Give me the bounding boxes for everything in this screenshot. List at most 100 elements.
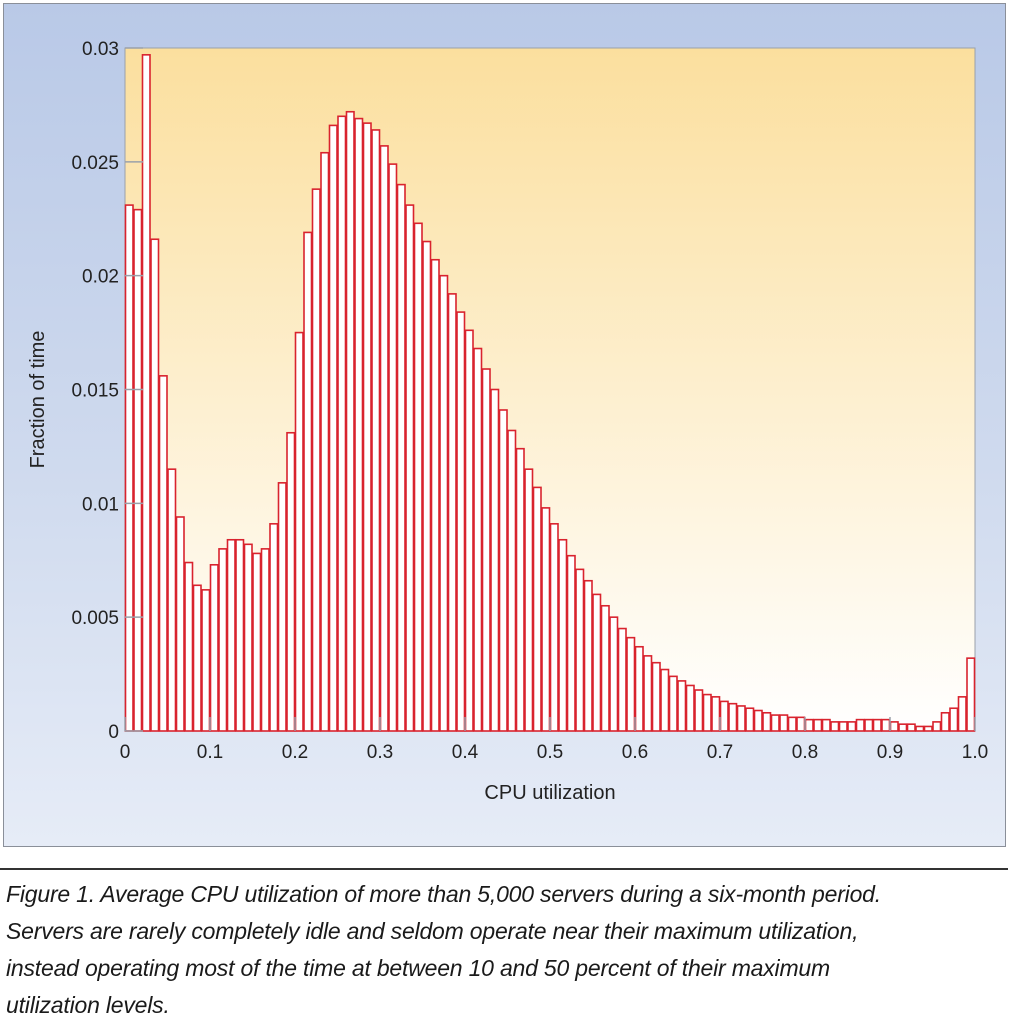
histogram-bar <box>243 543 253 732</box>
histogram-bar <box>481 368 491 732</box>
histogram-bar <box>694 689 704 732</box>
histogram-bar <box>150 238 160 732</box>
figure-caption: Figure 1. Average CPU utilization of mor… <box>6 876 1001 1024</box>
histogram-chart: 0 0.005 0.01 0.015 0.02 0.025 0.03 0 0.1 0.2 0.3 0.… <box>27 39 988 804</box>
x-tick-label: 0.6 <box>622 742 648 763</box>
histogram-bar <box>549 523 559 732</box>
histogram-bar <box>515 447 525 732</box>
histogram-bar <box>592 593 602 732</box>
histogram-bar <box>294 331 304 732</box>
histogram-bar <box>898 723 908 732</box>
histogram-bar <box>855 718 865 732</box>
histogram-bar <box>847 721 857 732</box>
histogram-bar <box>456 311 466 732</box>
histogram-bar <box>158 375 168 732</box>
histogram-bar <box>541 507 551 732</box>
histogram-bar <box>201 589 211 732</box>
histogram-bar <box>634 645 644 732</box>
histogram-bar <box>660 668 670 732</box>
histogram-bar <box>600 604 610 732</box>
histogram-bar <box>133 208 143 732</box>
histogram-bar <box>371 129 381 732</box>
histogram-bar <box>218 548 228 732</box>
caption-line: instead operating most of the time at be… <box>6 955 830 981</box>
histogram-bar <box>235 538 245 732</box>
caption-line: utilization levels. <box>6 992 170 1018</box>
histogram-bar <box>328 124 338 732</box>
x-tick-label: 0.8 <box>792 742 818 763</box>
x-tick-label: 0.7 <box>707 742 733 763</box>
histogram-bar <box>651 661 661 732</box>
histogram-bar <box>881 718 891 732</box>
caption-line: Figure 1. Average CPU utilization of mor… <box>6 881 881 907</box>
histogram-bar <box>311 188 321 732</box>
x-tick-label: 0.1 <box>197 742 223 763</box>
figure-panel: 0 0.005 0.01 0.015 0.02 0.025 0.03 0 0.1 0.2 0.3 0.… <box>3 3 1006 847</box>
histogram-bar <box>575 568 585 732</box>
histogram-bar <box>413 222 423 732</box>
x-tick-label: 0.5 <box>537 742 563 763</box>
histogram-bar <box>906 723 916 732</box>
histogram-bar <box>787 716 797 732</box>
y-tick-label: 0.03 <box>82 39 119 60</box>
histogram-bar <box>337 115 347 732</box>
histogram-bar <box>422 240 432 732</box>
histogram-bar <box>345 110 355 732</box>
x-tick-label: 0.3 <box>367 742 393 763</box>
histogram-bar <box>167 468 177 732</box>
caption-divider <box>0 868 1008 870</box>
histogram-bar <box>286 431 296 732</box>
histogram-bar <box>889 721 899 732</box>
histogram-bar <box>745 707 755 732</box>
histogram-bar <box>719 700 729 732</box>
y-tick-label: 0 <box>108 722 119 743</box>
histogram-bar <box>838 721 848 732</box>
histogram-bar <box>923 725 933 732</box>
x-tick-label: 0 <box>120 742 131 763</box>
caption-line: Servers are rarely completely idle and s… <box>6 918 859 944</box>
histogram-bar <box>524 468 534 732</box>
histogram-bar <box>643 655 653 732</box>
histogram-bar <box>736 705 746 732</box>
histogram-bar <box>396 183 406 732</box>
histogram-bar <box>770 714 780 732</box>
y-axis-title: Fraction of time <box>27 331 49 469</box>
histogram-bar <box>405 204 415 732</box>
histogram-bar <box>668 675 678 732</box>
axes-group: 0 0.005 0.01 0.015 0.02 0.025 0.03 0 0.1 0.2 0.3 0.… <box>71 39 988 763</box>
histogram-bar <box>209 563 219 732</box>
histogram-bar <box>320 151 330 732</box>
histogram-bar <box>354 117 364 732</box>
bars-group <box>124 54 976 732</box>
histogram-bar <box>430 258 440 732</box>
histogram-bar <box>702 693 712 732</box>
histogram-bar <box>617 627 627 732</box>
histogram-bar <box>566 554 576 732</box>
y-tick-label: 0.005 <box>71 608 119 629</box>
histogram-bar <box>447 293 457 732</box>
histogram-bar <box>813 718 823 732</box>
histogram-bar <box>192 584 202 732</box>
histogram-bar <box>226 538 236 732</box>
histogram-bar <box>277 482 287 732</box>
histogram-bar <box>498 409 508 732</box>
histogram-bar <box>796 716 806 732</box>
histogram-bar <box>762 711 772 732</box>
histogram-bar <box>966 657 976 732</box>
histogram-bar <box>821 718 831 732</box>
histogram-bar <box>184 561 194 732</box>
histogram-bar <box>804 718 814 732</box>
histogram-bar <box>252 552 262 732</box>
histogram-bar <box>864 718 874 732</box>
x-tick-label: 0.2 <box>282 742 308 763</box>
histogram-bar <box>269 523 279 732</box>
histogram-bar <box>532 486 542 732</box>
histogram-bar <box>464 329 474 732</box>
histogram-bar <box>388 163 398 732</box>
histogram-bar <box>141 54 151 732</box>
histogram-bar <box>626 636 636 732</box>
y-tick-label: 0.02 <box>82 267 119 288</box>
histogram-bar <box>507 429 517 732</box>
histogram-bar <box>957 696 967 732</box>
histogram-bar <box>711 696 721 732</box>
